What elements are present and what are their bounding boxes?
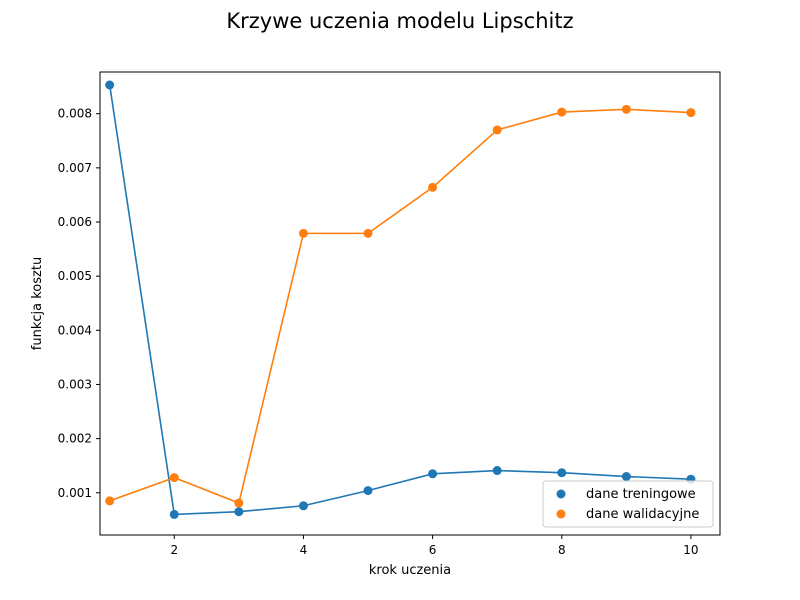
data-point-validation bbox=[363, 228, 373, 238]
x-tick-label: 6 bbox=[429, 543, 437, 557]
data-point-train bbox=[169, 509, 179, 519]
data-point-validation bbox=[169, 473, 179, 483]
data-point-train bbox=[105, 80, 115, 90]
data-point-train bbox=[298, 501, 308, 511]
y-tick-label: 0.006 bbox=[58, 215, 92, 229]
legend-label-validation: dane walidacyjne bbox=[586, 507, 699, 522]
data-point-train bbox=[492, 466, 502, 476]
data-point-train bbox=[234, 507, 244, 517]
legend-label-train: dane treningowe bbox=[586, 487, 696, 502]
y-tick-label: 0.008 bbox=[58, 107, 92, 121]
y-tick-label: 0.003 bbox=[58, 377, 92, 391]
y-tick-label: 0.001 bbox=[58, 486, 92, 500]
x-tick-label: 10 bbox=[683, 543, 698, 557]
legend-marker-train bbox=[556, 489, 566, 499]
chart-title: Krzywe uczenia modelu Lipschitz bbox=[226, 9, 573, 33]
y-tick-label: 0.004 bbox=[58, 323, 92, 337]
axes-frame bbox=[99, 71, 721, 536]
data-point-validation bbox=[686, 108, 696, 118]
data-point-train bbox=[428, 469, 438, 479]
legend: dane treningowe dane walidacyjne bbox=[542, 480, 714, 528]
x-tick-label: 4 bbox=[300, 543, 308, 557]
data-point-validation bbox=[492, 125, 502, 135]
x-tick-label: 2 bbox=[170, 543, 178, 557]
x-axis-label: krok uczenia bbox=[369, 563, 451, 578]
legend-marker-validation bbox=[556, 509, 566, 519]
series-line-validation bbox=[109, 108, 691, 505]
data-point-validation bbox=[298, 228, 308, 238]
data-point-validation bbox=[105, 496, 115, 506]
plot-area bbox=[105, 80, 696, 519]
data-point-validation bbox=[234, 498, 244, 508]
legend-box bbox=[542, 480, 714, 528]
data-point-train bbox=[621, 472, 631, 482]
data-point-validation bbox=[428, 182, 438, 192]
data-point-train bbox=[363, 486, 373, 496]
y-axis-label: funkcja kosztu bbox=[30, 257, 45, 350]
data-point-train bbox=[557, 468, 567, 478]
data-point-validation bbox=[621, 104, 631, 114]
series-line-train bbox=[108, 84, 691, 516]
y-tick-label: 0.005 bbox=[58, 269, 92, 283]
x-tick-label: 8 bbox=[558, 543, 566, 557]
data-point-validation bbox=[557, 107, 567, 117]
y-tick-label: 0.002 bbox=[58, 432, 92, 446]
y-tick-label: 0.007 bbox=[58, 161, 92, 175]
